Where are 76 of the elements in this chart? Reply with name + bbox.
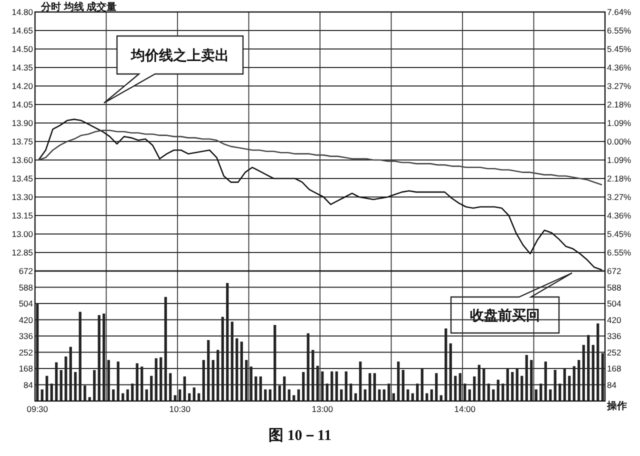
bar xyxy=(192,387,196,401)
y2-tick-label: 0.00% xyxy=(607,136,632,146)
chart-title: 分时 均线 成交量 xyxy=(40,1,117,13)
y-tick-label: 168 xyxy=(18,364,34,374)
y2-tick-label: 5.45% xyxy=(607,44,632,54)
y-tick-label: 672 xyxy=(18,266,34,276)
bar xyxy=(268,389,272,401)
y2-tick-label: 588 xyxy=(607,282,622,292)
text: 操作 xyxy=(606,400,627,412)
y-tick-label: 13.60 xyxy=(12,155,34,165)
y-tick-label: 13.30 xyxy=(12,192,34,202)
bar xyxy=(264,389,267,401)
y-tick-label: 13.45 xyxy=(12,174,34,184)
y2-tick-label: 504 xyxy=(607,298,622,308)
y2-tick-label: 252 xyxy=(607,347,622,358)
annotation: 均价线之上卖出 xyxy=(130,47,229,63)
bar xyxy=(297,389,300,401)
y-tick-label: 588 xyxy=(18,282,34,292)
bar xyxy=(40,389,44,401)
y-tick-label: 14.05 xyxy=(12,100,34,110)
y-tick-label: 504 xyxy=(18,298,34,308)
y2-tick-label: 2.18% xyxy=(607,100,632,110)
x-tick-label: 13:00 xyxy=(312,404,334,414)
y2-tick-label: 4.36% xyxy=(607,62,632,73)
bar xyxy=(292,395,296,401)
bar xyxy=(378,389,381,401)
y-tick-label: 14.50 xyxy=(12,44,34,54)
y-tick-label: 84 xyxy=(24,380,34,390)
bar xyxy=(145,389,148,401)
y-tick-label: 420 xyxy=(18,314,34,325)
bar xyxy=(288,389,290,401)
y2-tick-label: 168 xyxy=(607,364,622,374)
y2-tick-label: 84 xyxy=(607,380,617,390)
bar xyxy=(340,389,343,401)
y2-tick-label: 1.09% xyxy=(607,118,632,128)
y-tick-label: 13.00 xyxy=(12,229,34,239)
bar xyxy=(406,389,410,401)
bar xyxy=(492,389,495,401)
bar xyxy=(126,389,129,401)
y2-tick-label: 672 xyxy=(607,266,622,276)
y2-tick-label: 4.36% xyxy=(607,210,632,220)
x-tick-label: 14:00 xyxy=(454,404,476,414)
y-tick-label: 12.85 xyxy=(12,248,34,258)
bar xyxy=(468,389,471,401)
bar xyxy=(178,389,182,401)
bar xyxy=(174,395,176,401)
y2-tick-label: 2.18% xyxy=(607,173,632,184)
y2-tick-label: 3.27% xyxy=(607,81,632,92)
bar xyxy=(430,389,433,401)
y2-tick-label: 336 xyxy=(607,331,622,341)
y-tick-label: 13.75 xyxy=(12,136,34,146)
y-tick-label: 14.35 xyxy=(12,62,34,72)
y-tick-label: 14.20 xyxy=(12,81,34,91)
caption: 图 10－11 xyxy=(268,428,332,444)
bar xyxy=(534,389,538,401)
y-tick-label: 14.65 xyxy=(12,26,34,36)
bar xyxy=(112,389,115,401)
x-tick-label: 09:30 xyxy=(26,404,48,414)
y-tick-label: 252 xyxy=(18,347,34,358)
bar xyxy=(440,395,442,401)
x-tick-label: 10:30 xyxy=(169,404,191,414)
y-tick-label: 336 xyxy=(18,331,34,341)
bar xyxy=(382,389,386,401)
y2-tick-label: 3.27% xyxy=(607,192,632,202)
y2-tick-label: 5.45% xyxy=(607,228,632,239)
y2-tick-label: 420 xyxy=(607,314,622,325)
y2-tick-label: 6.55% xyxy=(607,25,632,36)
bar xyxy=(549,389,552,401)
y2-tick-label: 1.09% xyxy=(607,154,632,165)
line-series xyxy=(38,130,602,186)
y-tick-label: 14.80 xyxy=(12,7,34,17)
y-tick-label: 13.90 xyxy=(12,118,34,128)
y2-tick-label: 6.55% xyxy=(607,248,632,258)
y-tick-label: 13.15 xyxy=(12,210,34,220)
bar xyxy=(364,389,366,401)
y2-tick-label: 7.64% xyxy=(607,7,632,17)
